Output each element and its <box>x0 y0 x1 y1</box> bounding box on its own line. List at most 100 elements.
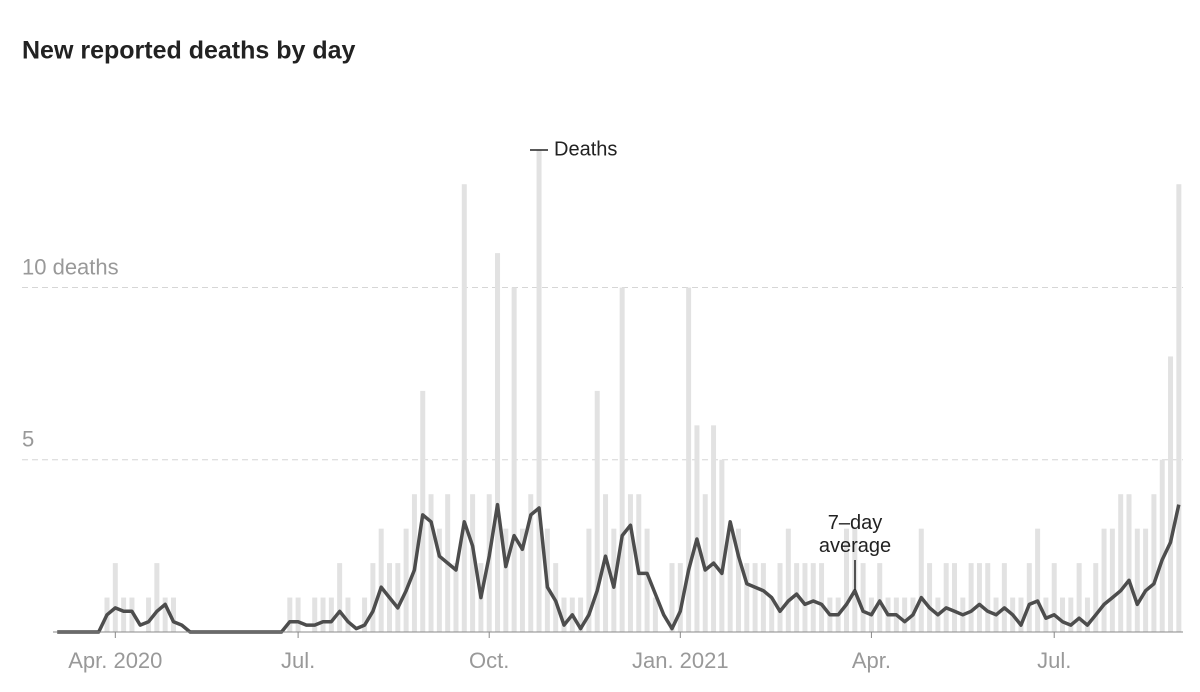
bar <box>1109 528 1115 632</box>
bar <box>528 494 534 632</box>
bar <box>644 528 650 632</box>
bar <box>511 287 517 632</box>
bar <box>1134 528 1140 632</box>
bar <box>769 597 775 632</box>
bar <box>719 459 725 632</box>
bar <box>519 528 525 632</box>
bar-annotation: Deaths <box>554 138 617 160</box>
bar <box>428 494 434 632</box>
bar <box>1026 563 1032 632</box>
bar <box>677 563 683 632</box>
bar <box>328 597 334 632</box>
bar <box>129 597 135 632</box>
bar <box>154 563 160 632</box>
bar <box>711 425 717 632</box>
bar <box>686 287 692 632</box>
bar <box>470 494 476 632</box>
bar <box>453 563 459 632</box>
bar <box>1051 563 1057 632</box>
bar <box>1035 528 1041 632</box>
bar <box>312 597 318 632</box>
y-tick-label: 10 deaths <box>22 254 119 279</box>
bar <box>362 597 368 632</box>
bar <box>337 563 343 632</box>
bar <box>1001 563 1007 632</box>
bar <box>1101 528 1107 632</box>
bar <box>121 597 127 632</box>
bar <box>395 563 401 632</box>
x-tick-label: Jul. <box>1037 648 1071 673</box>
bar <box>652 597 658 632</box>
bar <box>844 528 849 632</box>
bar <box>436 528 442 632</box>
bar <box>819 563 825 632</box>
bar <box>669 563 675 632</box>
line-annotation: 7–day average <box>818 512 892 557</box>
bar <box>727 528 733 632</box>
bar <box>170 597 176 632</box>
bar <box>694 425 700 632</box>
bar <box>536 149 542 632</box>
bar <box>1084 597 1090 632</box>
bar <box>112 563 118 632</box>
bar <box>777 563 783 632</box>
bar <box>1159 459 1165 632</box>
bar <box>146 597 152 632</box>
bar <box>810 563 816 632</box>
bar <box>345 597 351 632</box>
bar <box>918 528 924 632</box>
bar <box>735 528 741 632</box>
bar <box>902 597 908 632</box>
bar <box>976 563 982 632</box>
bar <box>1018 597 1024 632</box>
bar <box>553 563 559 632</box>
bar <box>1168 356 1174 632</box>
bar <box>1176 184 1182 632</box>
bar <box>1151 494 1157 632</box>
bar <box>578 597 584 632</box>
bar <box>1060 597 1066 632</box>
bar <box>877 563 883 632</box>
bar <box>985 563 991 632</box>
bar <box>287 597 293 632</box>
bar <box>794 563 800 632</box>
bar <box>295 597 301 632</box>
bar <box>1068 597 1074 632</box>
bar <box>1118 494 1124 632</box>
bar <box>785 528 791 632</box>
x-tick-label: Apr. 2020 <box>68 648 162 673</box>
bar <box>403 528 409 632</box>
bar <box>461 184 467 632</box>
bar <box>503 528 509 632</box>
bar <box>1126 494 1132 632</box>
bar <box>927 563 933 632</box>
bar <box>760 563 766 632</box>
bar <box>627 494 633 632</box>
bar <box>1093 563 1099 632</box>
bar <box>594 390 600 632</box>
bar <box>378 528 384 632</box>
x-tick-label: Jan. 2021 <box>632 648 729 673</box>
bar <box>619 287 625 632</box>
bar <box>162 597 168 632</box>
bar <box>702 494 708 632</box>
bar <box>1143 528 1149 632</box>
bar <box>495 253 501 632</box>
bar <box>802 563 808 632</box>
bar <box>860 563 866 632</box>
bar <box>320 597 326 632</box>
bar <box>420 390 426 632</box>
bar <box>370 563 376 632</box>
x-tick-label: Jul. <box>281 648 315 673</box>
bar <box>1076 563 1082 632</box>
bar <box>561 597 567 632</box>
x-tick-label: Oct. <box>469 648 509 673</box>
bar <box>744 563 750 632</box>
x-tick-label: Apr. <box>852 648 891 673</box>
y-tick-label: 5 <box>22 427 34 452</box>
bar <box>943 563 949 632</box>
bar <box>586 528 592 632</box>
chart-title: New reported deaths by day <box>22 37 356 65</box>
